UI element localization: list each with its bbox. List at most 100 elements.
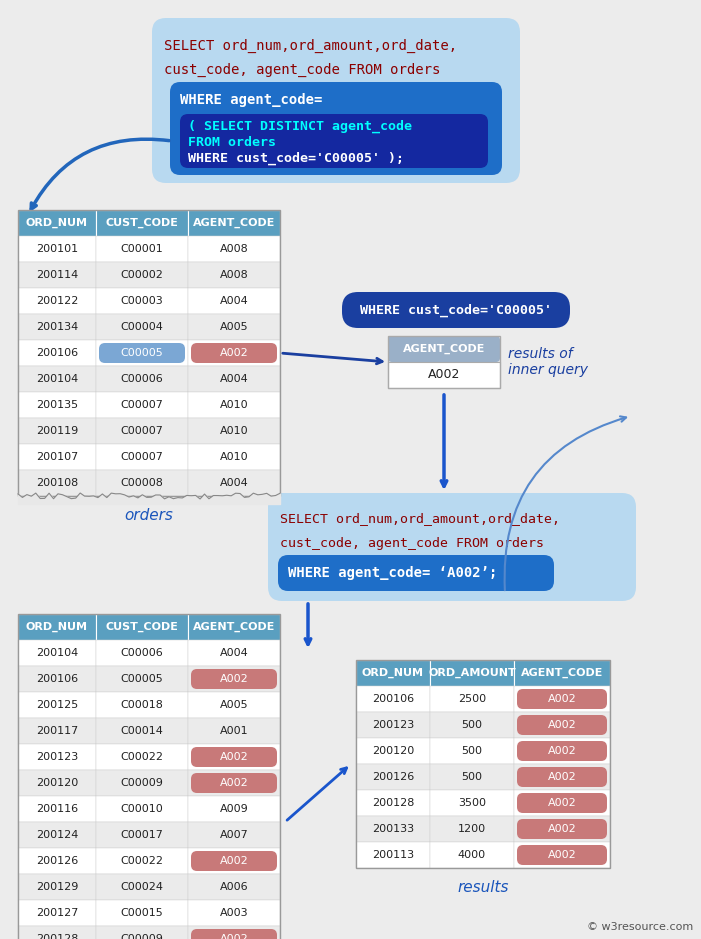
Bar [96,848,188,874]
Text: 4000: 4000 [458,850,486,860]
Text: A005: A005 [219,700,248,710]
Text: 200107: 200107 [36,452,78,462]
Bar [96,614,188,640]
Text: 200104: 200104 [36,648,78,658]
Bar [96,236,188,262]
Bar [188,666,280,692]
Text: WHERE cust_code='C00005': WHERE cust_code='C00005' [360,303,552,316]
Text: A008: A008 [219,244,248,254]
Text: FROM orders: FROM orders [188,135,276,148]
Bar [514,816,610,842]
Text: C00015: C00015 [121,908,163,918]
Text: C00003: C00003 [121,296,163,306]
Bar [18,210,280,496]
Text: 1200: 1200 [458,824,486,834]
Bar [514,712,610,738]
Bar [96,640,188,666]
Text: 200113: 200113 [372,850,414,860]
Bar [430,712,514,738]
Text: 200124: 200124 [36,830,79,840]
Text: WHERE agent_code=: WHERE agent_code= [180,93,322,107]
Bar [18,640,96,666]
Text: C00005: C00005 [121,348,163,358]
Bar [96,210,188,236]
Text: WHERE cust_code='C00005' );: WHERE cust_code='C00005' ); [188,151,404,164]
Bar [188,444,280,470]
FancyBboxPatch shape [517,793,607,813]
FancyBboxPatch shape [191,747,277,767]
FancyBboxPatch shape [99,343,185,363]
Bar [188,796,280,822]
Text: C00001: C00001 [121,244,163,254]
FancyBboxPatch shape [170,82,502,175]
FancyBboxPatch shape [191,669,277,689]
Text: A008: A008 [219,270,248,280]
Text: WHERE agent_code= ‘A002’;: WHERE agent_code= ‘A002’; [288,566,498,580]
FancyBboxPatch shape [191,851,277,871]
Text: orders: orders [125,509,173,524]
Text: 200127: 200127 [36,908,79,918]
Bar [188,900,280,926]
Text: A002: A002 [547,772,576,782]
Text: 200106: 200106 [36,674,78,684]
Text: A006: A006 [219,882,248,892]
Text: 500: 500 [461,746,482,756]
Bar [96,262,188,288]
Bar [96,418,188,444]
Bar [514,790,610,816]
Bar [356,712,430,738]
Text: C00009: C00009 [121,934,163,939]
Text: cust_code, agent_code FROM orders: cust_code, agent_code FROM orders [164,63,440,77]
Text: A002: A002 [219,674,248,684]
Bar [96,366,188,392]
Bar [188,210,280,236]
Bar [356,790,430,816]
FancyBboxPatch shape [180,114,488,168]
Bar [96,666,188,692]
Text: 200120: 200120 [36,778,78,788]
Text: CUST_CODE: CUST_CODE [106,218,179,228]
Bar [96,314,188,340]
Text: A002: A002 [547,850,576,860]
Text: A002: A002 [219,778,248,788]
Bar [96,796,188,822]
Bar [388,362,500,388]
Bar [188,692,280,718]
Text: A004: A004 [219,296,248,306]
Bar [96,288,188,314]
Bar [96,900,188,926]
Text: A003: A003 [219,908,248,918]
Text: AGENT_CODE: AGENT_CODE [193,622,275,632]
Text: A004: A004 [219,374,248,384]
Text: A002: A002 [547,720,576,730]
Bar [430,738,514,764]
Bar [356,686,430,712]
Bar [18,874,96,900]
Bar [188,874,280,900]
Text: 500: 500 [461,772,482,782]
Text: A004: A004 [219,648,248,658]
Text: A002: A002 [428,368,460,381]
Text: 2500: 2500 [458,694,486,704]
Bar [96,470,188,496]
Bar [188,470,280,496]
Text: C00006: C00006 [121,374,163,384]
Bar [188,262,280,288]
Text: 200104: 200104 [36,374,78,384]
Text: C00006: C00006 [121,648,163,658]
Bar [188,822,280,848]
Bar [514,660,610,686]
Bar [514,686,610,712]
Bar [18,340,96,366]
Text: A004: A004 [219,478,248,488]
Bar [188,744,280,770]
Text: 200106: 200106 [372,694,414,704]
Text: A002: A002 [219,856,248,866]
Bar [18,210,96,236]
FancyBboxPatch shape [342,292,570,328]
Bar [96,770,188,796]
Text: 200125: 200125 [36,700,78,710]
Bar [430,816,514,842]
Bar [18,314,96,340]
Bar [188,718,280,744]
